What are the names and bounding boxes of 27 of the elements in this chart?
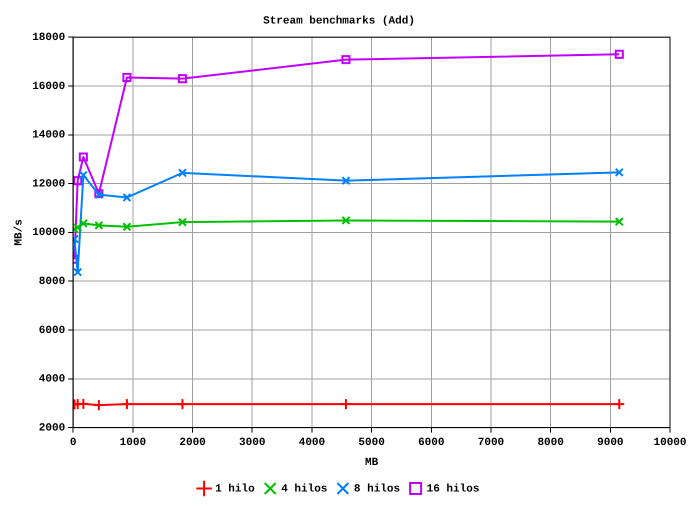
y-tick-label: 14000 — [32, 130, 66, 142]
legend-label: 1 hilo — [215, 483, 256, 496]
y-axis-title: MB/s — [13, 219, 26, 246]
x-tick-label: 2000 — [179, 436, 206, 449]
y-tick-label: 18000 — [32, 32, 66, 44]
x-tick-label: 0 — [70, 436, 77, 449]
legend-label: 4 hilos — [281, 483, 328, 496]
x-axis-title: MB — [365, 457, 379, 470]
legend-label: 8 hilos — [354, 483, 400, 496]
x-tick-label: 7000 — [478, 436, 504, 449]
x-tick-label: 5000 — [358, 436, 385, 449]
x-tick-label: 9000 — [597, 436, 624, 449]
y-tick-label: 16000 — [32, 80, 66, 93]
legend-label: 16 hilos — [426, 483, 480, 496]
y-tick-label: 4000 — [38, 374, 66, 386]
y-tick-label: 6000 — [38, 324, 66, 337]
x-tick-label: 1000 — [120, 436, 146, 449]
y-tick-label: 8000 — [38, 276, 66, 288]
x-tick-label: 4000 — [298, 436, 326, 449]
x-tick-label: 3000 — [239, 436, 266, 449]
x-tick-label: 8000 — [537, 436, 564, 449]
x-tick-label: 6000 — [418, 436, 444, 449]
y-tick-label: 10000 — [32, 227, 66, 240]
x-tick-label: 10000 — [653, 436, 687, 449]
y-tick-label: 12000 — [32, 178, 66, 190]
chart-title: Stream benchmarks (Add) — [263, 15, 415, 28]
y-tick-label: 2000 — [38, 422, 66, 434]
